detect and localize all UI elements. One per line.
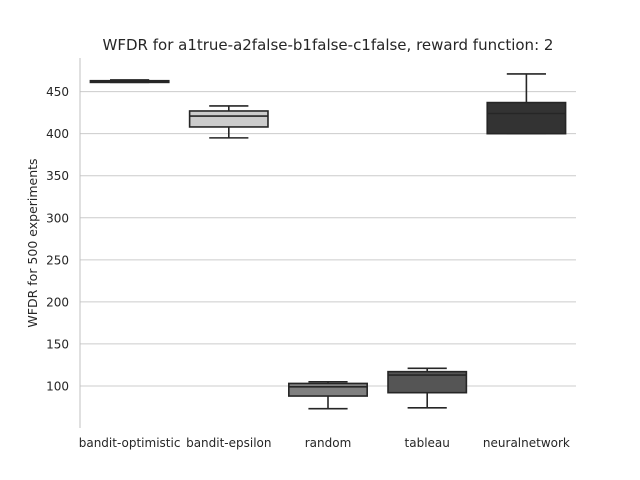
box-tableau — [387, 367, 468, 409]
x-tick-label: bandit-optimistic — [79, 436, 181, 450]
iqr-box — [387, 370, 468, 394]
y-tick-label: 400 — [46, 127, 69, 141]
y-tick-label: 450 — [46, 85, 69, 99]
y-tick-label: 350 — [46, 169, 69, 183]
boxes — [89, 73, 567, 410]
x-tick-label: random — [305, 436, 352, 450]
iqr-box — [486, 101, 567, 135]
iqr-box — [288, 382, 368, 397]
x-tick-label: bandit-epsilon — [186, 436, 271, 450]
y-axis-label: WFDR for 500 experiments — [25, 158, 40, 327]
grid-lines — [80, 91, 576, 387]
y-tick-label: 150 — [46, 337, 69, 351]
y-tick-label: 300 — [46, 211, 69, 225]
x-tick-label: neuralnetwork — [483, 436, 570, 450]
y-tick-label: 250 — [46, 253, 69, 267]
iqr-box — [188, 110, 269, 128]
box-bandit-optimistic — [89, 79, 170, 84]
box-bandit-epsilon — [188, 105, 269, 139]
x-tick-labels: bandit-optimistic bandit-epsilon random tab… — [79, 436, 570, 450]
chart-title: WFDR for a1true-a2false-b1false-c1false,… — [103, 36, 554, 54]
y-tick-labels: 100 150 200 250 300 350 400 450 — [46, 85, 69, 393]
y-tick-label: 100 — [46, 379, 69, 393]
box-random — [288, 380, 368, 410]
y-tick-label: 200 — [46, 295, 69, 309]
x-tick-label: tableau — [405, 436, 450, 450]
box-neuralnetwork — [486, 73, 567, 135]
